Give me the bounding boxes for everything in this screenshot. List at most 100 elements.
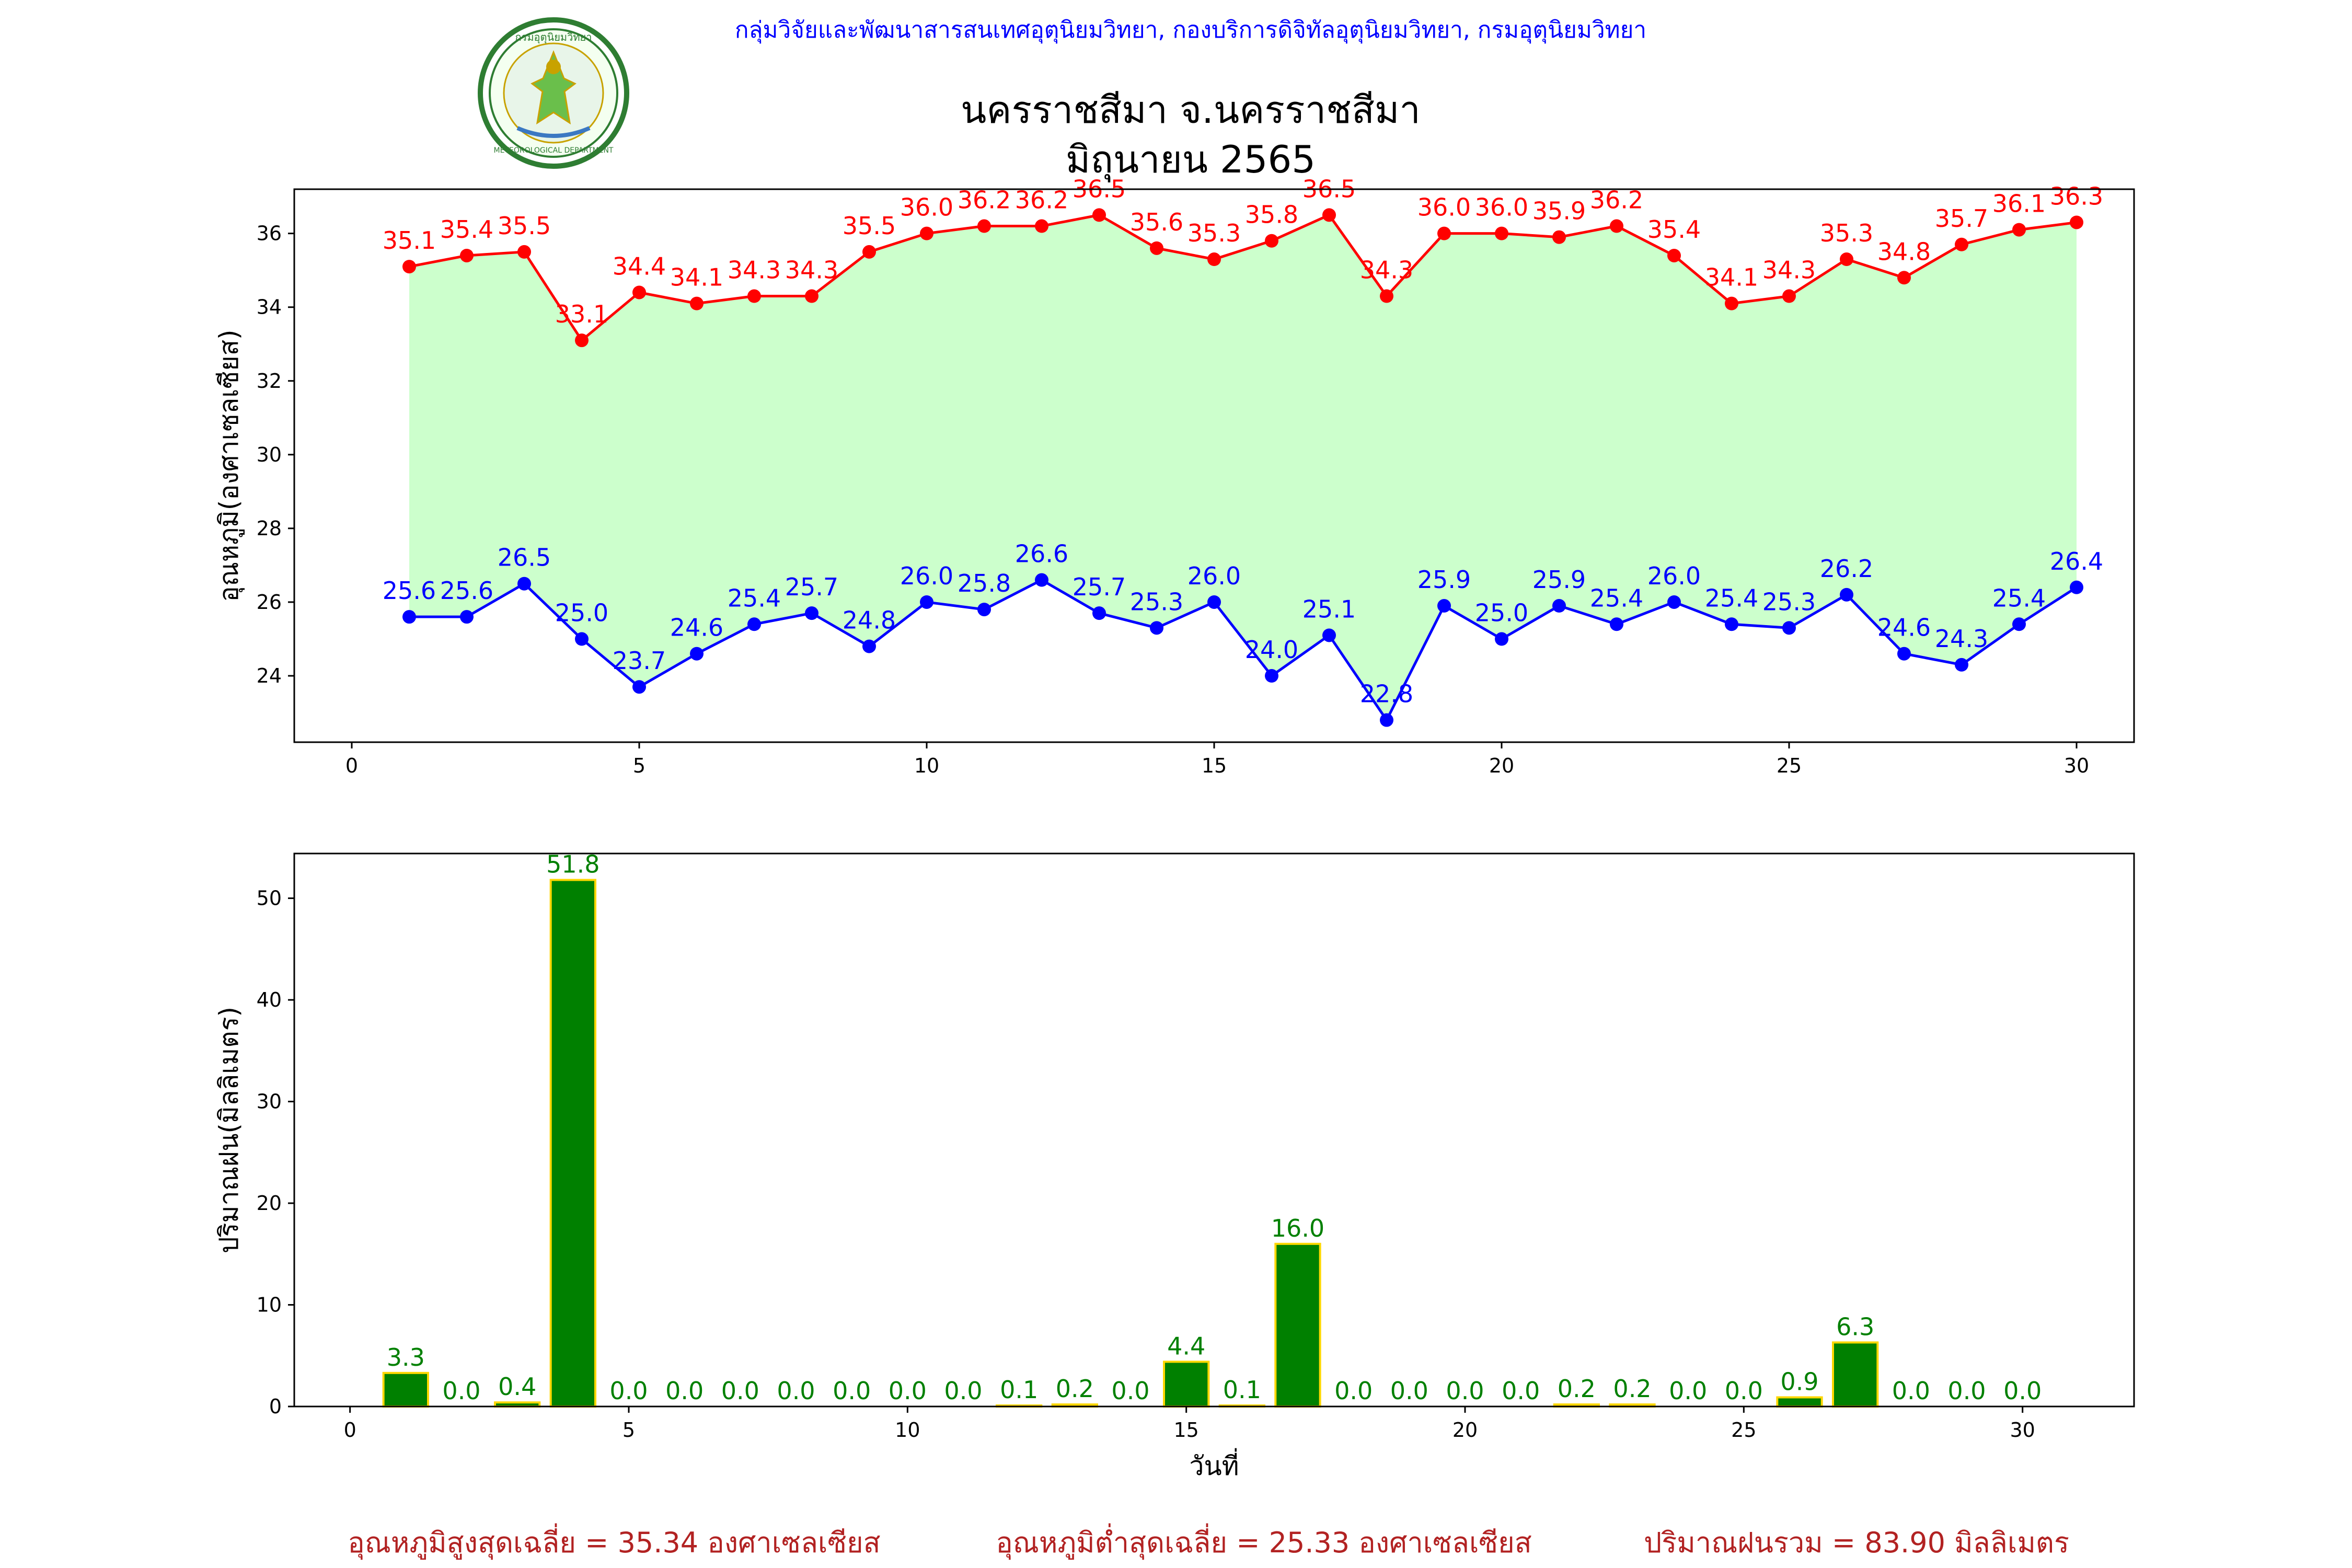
max-temperature-point <box>2070 215 2083 229</box>
rain-bar-label: 16.0 <box>1271 1214 1324 1242</box>
min-temperature-label: 25.6 <box>440 577 493 605</box>
min-temperature-point <box>977 603 991 617</box>
min-temperature-point <box>1782 621 1796 635</box>
rainfall-ytick-label: 10 <box>257 1294 282 1317</box>
temperature-ytick-label: 36 <box>257 222 282 245</box>
max-temperature-label: 36.2 <box>958 186 1011 214</box>
max-temperature-label: 35.9 <box>1532 197 1586 225</box>
min-temperature-label: 26.0 <box>1187 562 1241 590</box>
min-temperature-point <box>690 647 704 661</box>
min-temperature-label: 24.6 <box>1877 614 1931 642</box>
max-temperature-point <box>1322 208 1336 222</box>
rain-bar-label: 0.0 <box>944 1377 982 1405</box>
max-temperature-label: 33.1 <box>555 300 608 328</box>
max-temperature-point <box>1610 219 1623 233</box>
max-temperature-label: 35.4 <box>1647 215 1701 244</box>
max-temperature-point <box>690 296 704 310</box>
max-temperature-label: 36.0 <box>900 193 953 222</box>
min-temperature-label: 25.7 <box>1073 573 1126 601</box>
max-temperature-label: 34.3 <box>1762 256 1816 284</box>
min-temperature-point <box>2070 580 2083 594</box>
summary-avg-min: อุณหภูมิต่ำสุดเฉลี่ย = 25.33 องศาเซลเซีย… <box>996 1523 1531 1560</box>
rainfall-xtick-label: 20 <box>1452 1419 1478 1442</box>
rainfall-ytick-label: 50 <box>257 887 282 910</box>
rain-bar-label: 0.0 <box>777 1377 815 1405</box>
max-temperature-point <box>1725 296 1738 310</box>
max-temperature-point <box>460 248 474 262</box>
min-temperature-label: 25.3 <box>1130 587 1183 616</box>
max-temperature-point <box>1035 219 1048 233</box>
max-temperature-label: 34.3 <box>1360 256 1413 284</box>
min-temperature-point <box>1667 595 1681 609</box>
rain-bar-label: 0.4 <box>498 1373 536 1401</box>
max-temperature-label: 35.3 <box>1187 219 1241 247</box>
max-temperature-point <box>517 245 531 259</box>
rainfall-xtick-label: 10 <box>895 1419 920 1442</box>
min-temperature-point <box>1035 573 1048 587</box>
max-temperature-label: 36.2 <box>1015 186 1068 214</box>
max-temperature-label: 35.4 <box>440 215 493 244</box>
min-temperature-label: 25.4 <box>1705 584 1758 612</box>
rain-bar-label: 0.0 <box>1502 1377 1540 1405</box>
min-temperature-line <box>409 578 2078 723</box>
min-temperature-label: 25.4 <box>728 584 781 612</box>
max-temperature-point <box>2012 223 2026 237</box>
min-temperature-point <box>1495 632 1508 646</box>
max-temperature-label: 36.0 <box>1417 193 1471 222</box>
rain-bar <box>1274 1242 1321 1408</box>
rainfall-ytick-label: 0 <box>269 1395 282 1418</box>
max-temperature-point <box>1380 289 1393 303</box>
rainfall-xtick-label: 30 <box>2010 1419 2035 1442</box>
min-temperature-point <box>2012 617 2026 631</box>
rain-bar-label: 0.9 <box>1780 1367 1818 1396</box>
rain-bar-label: 0.2 <box>1056 1375 1094 1403</box>
rain-bar-label: 0.0 <box>889 1377 927 1405</box>
max-temperature-label: 34.1 <box>1705 263 1758 292</box>
min-temperature-point <box>1380 713 1393 727</box>
max-temperature-line <box>409 213 2077 342</box>
rain-bar-label: 0.0 <box>1669 1377 1707 1405</box>
min-temperature-point <box>1610 617 1623 631</box>
org-line: กลุ่มวิจัยและพัฒนาสารสนเทศอุตุนิยมวิทยา,… <box>735 17 1646 44</box>
min-temperature-point <box>1207 595 1221 609</box>
max-temperature-label: 36.3 <box>2050 182 2103 210</box>
temperature-ytick-label: 30 <box>257 443 282 466</box>
max-temperature-point <box>1437 226 1451 240</box>
rain-bar-label: 4.4 <box>1167 1332 1205 1360</box>
rainfall-ytick-label: 20 <box>257 1192 282 1215</box>
max-temperature-point <box>1207 252 1221 267</box>
max-temperature-label: 34.8 <box>1877 237 1931 266</box>
temperature-xtick-label: 15 <box>1202 754 1227 777</box>
min-temperature-point <box>1092 606 1106 620</box>
rainfall-chart: 3.3 0.0 0.4 51.8 0.0 0.0 0.0 0.0 0.0 0.0 0.0 0.1 0.2… <box>214 850 2135 1481</box>
min-temperature-point <box>1437 599 1451 613</box>
temperature-ytick-label: 24 <box>257 664 282 687</box>
min-temperature-point <box>460 610 474 624</box>
rain-bar <box>1832 1341 1879 1408</box>
rain-bar-label: 0.2 <box>1558 1375 1596 1403</box>
temperature-plot-frame <box>293 188 2135 743</box>
rainfall-xlabel: วันที่ <box>1189 1448 1239 1481</box>
min-temperature-label: 25.0 <box>555 599 608 627</box>
rainfall-ytick-label: 40 <box>257 988 282 1011</box>
max-temperature-point <box>747 289 761 303</box>
logo-text-bottom: METEOROLOGICAL DEPARTMENT <box>494 146 614 155</box>
min-temperature-label: 25.0 <box>1475 599 1528 627</box>
rain-bar-label: 0.0 <box>1111 1377 1149 1405</box>
temperature-xtick-label: 10 <box>914 754 939 777</box>
min-temperature-point <box>1955 658 1968 672</box>
min-temperature-point <box>805 606 818 620</box>
min-temperature-label: 26.5 <box>498 544 551 572</box>
min-temperature-label: 25.4 <box>1590 584 1643 612</box>
temperature-ytick-label: 34 <box>257 296 282 319</box>
min-temperature-label: 23.7 <box>613 647 666 675</box>
chart-title-line2: มิถุนายน 2565 <box>1066 137 1316 182</box>
rain-bar-label: 0.0 <box>2003 1377 2042 1405</box>
max-temperature-point <box>632 285 646 299</box>
min-temperature-point <box>402 610 416 624</box>
rain-bar-label: 0.0 <box>833 1377 871 1405</box>
max-temperature-point <box>1552 230 1566 244</box>
max-temperature-point <box>1782 289 1796 303</box>
min-temperature-label: 25.6 <box>383 577 436 605</box>
